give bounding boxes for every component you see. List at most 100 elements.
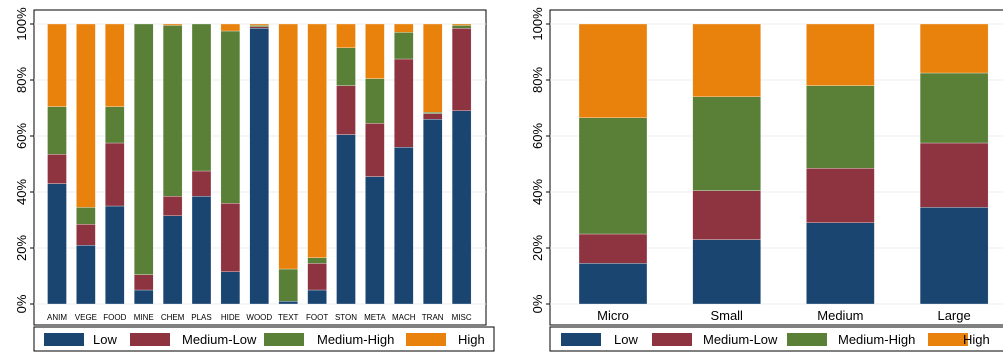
- bar-foot-low: [307, 289, 327, 305]
- legend-label-high: High: [458, 332, 485, 347]
- x-tick-label-mach: MACH: [392, 313, 416, 322]
- x-tick-label-text: TEXT: [278, 313, 299, 322]
- x-tick-label-micro: Micro: [597, 308, 629, 323]
- bar-wood-high: [249, 23, 269, 26]
- bar-hide-medium-high: [220, 30, 241, 204]
- bar-small-high: [692, 23, 761, 97]
- bar-chem-medium-low: [162, 196, 183, 216]
- bar-anim-high: [47, 23, 67, 107]
- y-tick-label: 20%: [530, 235, 545, 261]
- y-tick-label: 0%: [14, 294, 29, 313]
- legend-swatch-medium-high: [787, 333, 827, 346]
- bar-food-high: [105, 23, 125, 107]
- bar-mine-medium-high: [134, 23, 154, 275]
- bar-mach-medium-low: [394, 58, 414, 148]
- x-tick-label-meta: META: [364, 313, 386, 322]
- x-tick-label-vege: VEGE: [75, 313, 97, 322]
- bar-tran-high: [423, 23, 443, 113]
- chart-sector-skill-shares: 0% 20% 40% 60% 80% 100% ANIM VEGE FOOD MINE CHEM PL…: [14, 7, 495, 352]
- bar-meta-medium-high: [365, 78, 385, 124]
- y-tick-label: 0%: [530, 294, 545, 313]
- bar-ston-high: [336, 23, 356, 48]
- bar-medium-high: [806, 23, 875, 86]
- bar-micro-low: [578, 263, 648, 305]
- y-tick-label: 20%: [14, 235, 29, 261]
- bar-medium-medium-high: [806, 85, 875, 169]
- bar-large-low: [919, 207, 989, 305]
- bar-hide-high: [220, 23, 241, 32]
- y-tick-label: 100%: [530, 7, 545, 41]
- x-tick-label-hide: HIDE: [221, 313, 240, 322]
- x-tick-label-wood: WOOD: [246, 313, 272, 322]
- bar-food-medium-high: [105, 106, 125, 144]
- bar-ston-medium-low: [336, 85, 356, 135]
- bar-ston-low: [336, 134, 356, 305]
- x-tick-label-misc: MISC: [452, 313, 472, 322]
- x-tick-label-tran: TRAN: [422, 313, 444, 322]
- bar-mach-low: [394, 147, 414, 305]
- bar-foot-high: [307, 23, 327, 258]
- legend-label-medium-high: Medium-High: [317, 332, 394, 347]
- bar-tran-medium-low: [423, 113, 443, 120]
- y-tick-label: 40%: [14, 179, 29, 205]
- bar-text-medium-high: [278, 268, 298, 302]
- bar-anim-medium-low: [47, 154, 67, 184]
- bar-vege-high: [76, 23, 96, 208]
- legend-box: [549, 326, 1003, 352]
- bar-medium-medium-low: [806, 168, 875, 223]
- bar-ston-medium-high: [336, 47, 356, 86]
- legend-swatch-low: [44, 333, 84, 346]
- y-tick-label: 60%: [530, 123, 545, 149]
- legend-swatch-high: [928, 333, 968, 346]
- legend-swatch-medium-low: [652, 333, 692, 346]
- bar-tran-medium-high: [423, 112, 443, 114]
- bar-text-low: [278, 301, 298, 305]
- bar-mine-low: [134, 289, 154, 305]
- bar-large-medium-high: [919, 72, 989, 144]
- bar-foot-medium-low: [307, 263, 327, 291]
- bar-mine-medium-low: [134, 274, 154, 291]
- bar-foot-medium-high: [307, 257, 327, 264]
- legend-swatch-high: [406, 333, 446, 346]
- bar-anim-medium-high: [47, 106, 67, 155]
- bar-misc-low: [451, 110, 472, 305]
- x-tick-label-ston: STON: [335, 313, 357, 322]
- bar-wood-medium-low: [249, 26, 269, 29]
- bar-small-medium-low: [692, 190, 761, 240]
- bar-anim-low: [47, 183, 67, 305]
- bar-chem-medium-high: [162, 25, 183, 197]
- bar-micro-medium-high: [578, 117, 648, 235]
- bar-misc-medium-high: [451, 25, 472, 29]
- x-tick-label-food: FOOD: [103, 313, 126, 322]
- bar-wood-low: [249, 28, 269, 305]
- legend-label-medium-low: Medium-Low: [182, 332, 257, 347]
- x-tick-label-large: Large: [937, 308, 970, 323]
- bar-food-low: [105, 205, 125, 305]
- bar-plas-medium-low: [191, 170, 212, 197]
- bar-chem-high: [162, 23, 183, 26]
- y-tick-label: 80%: [14, 67, 29, 93]
- x-tick-label-plas: PLAS: [191, 313, 211, 322]
- bar-wood-medium-high: [249, 25, 269, 27]
- legend-swatch-medium-high: [264, 333, 304, 346]
- bar-meta-high: [365, 23, 385, 79]
- bar-meta-medium-low: [365, 123, 385, 177]
- bar-plas-low: [191, 196, 212, 305]
- bar-small-low: [692, 239, 761, 305]
- y-tick-label: 80%: [530, 67, 545, 93]
- bar-medium-low: [806, 222, 875, 305]
- legend-swatch-medium-low: [130, 333, 170, 346]
- y-tick-label: 40%: [530, 179, 545, 205]
- bar-small-medium-high: [692, 96, 761, 191]
- legend-label-high: High: [963, 332, 990, 347]
- legend-label-low: Low: [93, 332, 117, 347]
- x-tick-label-medium: Medium: [817, 308, 863, 323]
- bar-chem-low: [162, 215, 183, 305]
- bar-vege-medium-high: [76, 207, 96, 225]
- x-tick-label-small: Small: [710, 308, 743, 323]
- bar-large-high: [919, 23, 989, 74]
- bar-hide-low: [220, 271, 241, 305]
- bar-tran-low: [423, 119, 443, 305]
- bar-mach-medium-high: [394, 32, 414, 60]
